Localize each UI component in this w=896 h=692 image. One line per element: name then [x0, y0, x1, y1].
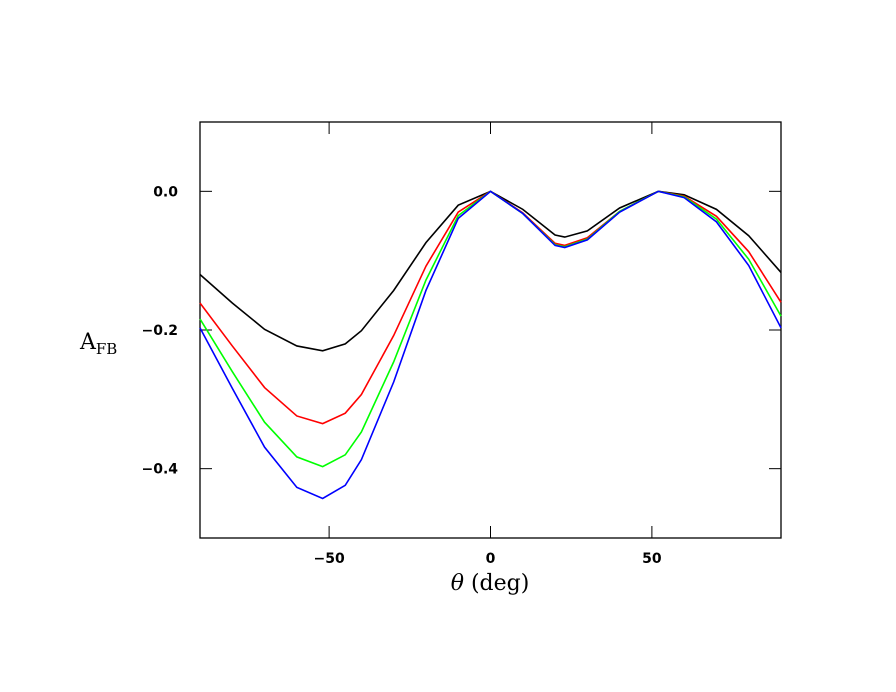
x-axis-label: θ (deg) — [451, 571, 530, 596]
data-line — [199, 190, 782, 425]
data-line — [199, 190, 782, 500]
y-tick-label: −0.2 — [141, 323, 178, 339]
data-line — [199, 190, 782, 468]
x-tick-label: −50 — [314, 551, 345, 567]
data-line — [199, 190, 782, 352]
y-tick-label: 0.0 — [153, 184, 178, 200]
y-axis-label: AFB — [79, 330, 117, 358]
x-tick-label: 0 — [486, 551, 496, 567]
x-tick-label: 50 — [642, 551, 662, 567]
y-tick-label: −0.4 — [141, 462, 178, 478]
